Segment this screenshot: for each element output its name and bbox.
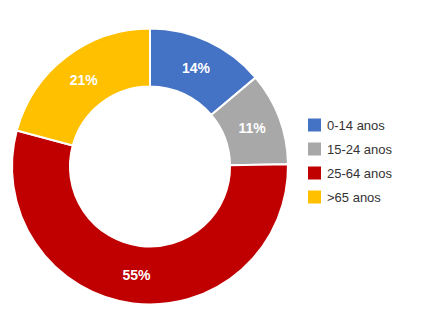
legend-swatch [308,167,321,180]
legend-label: 25-64 anos [327,166,393,181]
legend-item: 0-14 anos [308,118,385,133]
legend-label: >65 anos [327,190,381,205]
slice [17,29,150,146]
legend-swatch [308,119,321,132]
slice [12,130,288,304]
legend-label: 15-24 anos [327,142,393,157]
legend-label: 0-14 anos [327,118,385,133]
chart-container: 14% 11% 55% 21% 0-14 anos 15-24 anos 25-64 ano… [0,0,442,333]
data-label: 14% [182,60,211,76]
legend-item: 25-64 anos [308,166,393,181]
data-label: 55% [122,267,151,283]
legend-item: >65 anos [308,190,381,205]
slice [211,78,288,166]
data-label: 21% [70,72,99,88]
legend: 0-14 anos 15-24 anos 25-64 anos >65 anos [308,118,393,205]
legend-swatch [308,191,321,204]
legend-item: 15-24 anos [308,142,393,157]
chart-svg: 14% 11% 55% 21% 0-14 anos 15-24 anos 25-64 ano… [0,0,442,333]
data-label: 11% [238,120,266,136]
legend-swatch [308,143,321,156]
pie-group: 14% 11% 55% 21% [12,29,288,305]
